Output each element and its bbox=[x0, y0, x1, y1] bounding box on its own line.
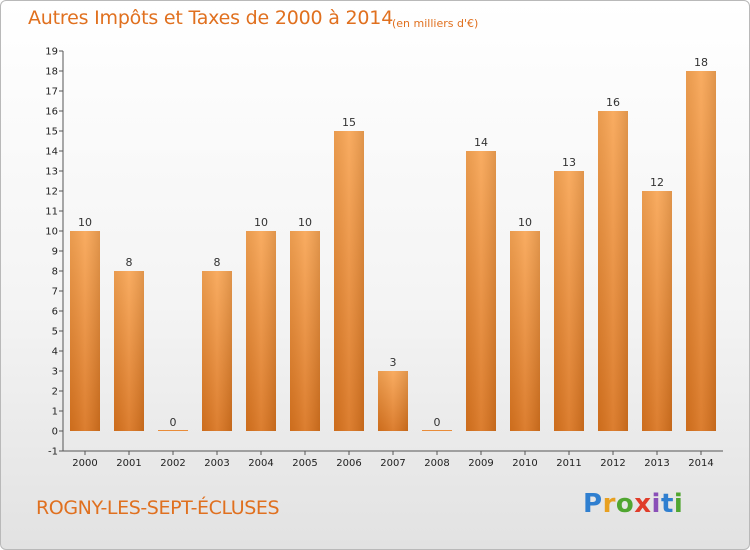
bar-shade bbox=[70, 231, 100, 431]
y-tick-label: 13 bbox=[45, 167, 58, 178]
x-tick-label: 2001 bbox=[116, 458, 141, 469]
data-label: 16 bbox=[606, 96, 620, 109]
bar-shade bbox=[642, 191, 672, 431]
x-tick-label: 2009 bbox=[468, 458, 493, 469]
data-label: 10 bbox=[254, 216, 268, 229]
y-tick-label: 8 bbox=[52, 267, 58, 278]
data-label: 8 bbox=[126, 256, 133, 269]
bar-2002 bbox=[158, 430, 188, 431]
bar-2008 bbox=[422, 430, 452, 431]
logo-letter: r bbox=[602, 489, 616, 519]
x-tick-label: 2006 bbox=[336, 458, 361, 469]
data-label: 10 bbox=[78, 216, 92, 229]
bar-shade bbox=[686, 71, 716, 431]
y-tick-label: 17 bbox=[45, 87, 58, 98]
x-tick-label: 2005 bbox=[292, 458, 317, 469]
logo-letter: i bbox=[673, 489, 684, 519]
y-tick-label: 1 bbox=[52, 407, 58, 418]
logo-letter: P bbox=[583, 489, 603, 519]
data-label: 10 bbox=[518, 216, 532, 229]
data-label: 0 bbox=[170, 416, 177, 429]
data-label: 3 bbox=[390, 356, 397, 369]
y-tick-label: -1 bbox=[48, 447, 58, 458]
y-tick-label: 9 bbox=[52, 247, 58, 258]
bar-shade bbox=[510, 231, 540, 431]
chart-subtitle: (en milliers d'€) bbox=[392, 17, 479, 30]
x-tick-label: 2008 bbox=[424, 458, 449, 469]
y-tick-label: 5 bbox=[52, 327, 58, 338]
bar-shade bbox=[290, 231, 320, 431]
y-tick-label: 15 bbox=[45, 127, 58, 138]
x-tick-label: 2012 bbox=[600, 458, 625, 469]
x-tick-label: 2011 bbox=[556, 458, 581, 469]
y-tick-label: 14 bbox=[45, 147, 58, 158]
x-tick-label: 2000 bbox=[72, 458, 97, 469]
data-label: 15 bbox=[342, 116, 356, 129]
proxiti-logo: Proxiti bbox=[583, 489, 683, 519]
data-label: 18 bbox=[694, 56, 708, 69]
bar-shade bbox=[202, 271, 232, 431]
bar-shade bbox=[598, 111, 628, 431]
y-tick-label: 0 bbox=[52, 427, 58, 438]
bar-shade bbox=[114, 271, 144, 431]
bar-shade bbox=[334, 131, 364, 431]
y-tick-label: 18 bbox=[45, 67, 58, 78]
x-tick-label: 2002 bbox=[160, 458, 185, 469]
bar-shade bbox=[246, 231, 276, 431]
data-label: 10 bbox=[298, 216, 312, 229]
y-tick-label: 12 bbox=[45, 187, 58, 198]
data-label: 14 bbox=[474, 136, 488, 149]
y-tick-label: 3 bbox=[52, 367, 58, 378]
x-tick-label: 2003 bbox=[204, 458, 229, 469]
y-tick-label: 11 bbox=[45, 207, 58, 218]
x-tick-label: 2007 bbox=[380, 458, 405, 469]
y-tick-label: 6 bbox=[52, 307, 58, 318]
chart-title: Autres Impôts et Taxes de 2000 à 2014 bbox=[28, 7, 394, 29]
y-tick-label: 19 bbox=[45, 47, 58, 58]
bar-shade bbox=[554, 171, 584, 431]
commune-name: ROGNY-LES-SEPT-ÉCLUSES bbox=[36, 497, 280, 519]
data-label: 0 bbox=[434, 416, 441, 429]
data-label: 12 bbox=[650, 176, 664, 189]
x-tick-label: 2004 bbox=[248, 458, 273, 469]
y-tick-label: 7 bbox=[52, 287, 58, 298]
x-tick-label: 2013 bbox=[644, 458, 669, 469]
y-tick-label: 16 bbox=[45, 107, 58, 118]
x-tick-label: 2010 bbox=[512, 458, 537, 469]
y-tick-label: 2 bbox=[52, 387, 58, 398]
bar-shade bbox=[378, 371, 408, 431]
data-label: 13 bbox=[562, 156, 576, 169]
logo-letter: t bbox=[660, 489, 674, 519]
data-label: 8 bbox=[214, 256, 221, 269]
y-tick-label: 4 bbox=[52, 347, 58, 358]
logo-letter: i bbox=[651, 489, 661, 519]
logo-letter: o bbox=[615, 489, 635, 519]
y-tick-label: 10 bbox=[45, 227, 58, 238]
logo-letter: x bbox=[634, 489, 652, 519]
x-tick-label: 2014 bbox=[688, 458, 713, 469]
bar-shade bbox=[466, 151, 496, 431]
